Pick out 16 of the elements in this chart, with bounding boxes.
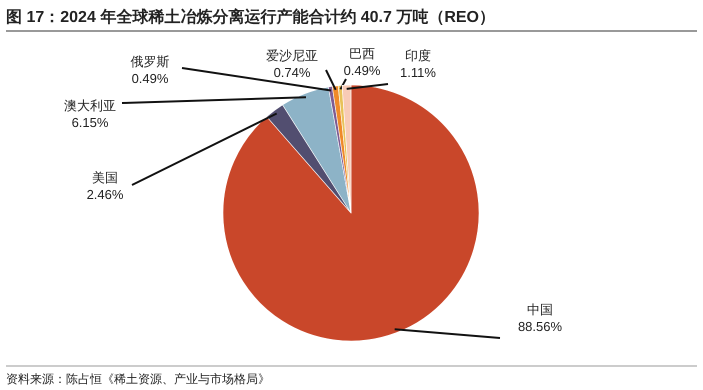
slice-label: 中国 xyxy=(527,302,553,317)
chart-title: 图 17：2024 年全球稀土冶炼分离运行产能合计约 40.7 万吨（REO） xyxy=(6,7,495,26)
slice-label: 澳大利亚 xyxy=(64,98,116,113)
slice-label: 俄罗斯 xyxy=(130,54,170,69)
data-label: 88.56% xyxy=(518,319,562,334)
data-label: 0.74% xyxy=(274,65,311,80)
data-label: 2.46% xyxy=(86,187,124,202)
text: 资料来源：陈占恒《稀土资源、产业与市场格局》 xyxy=(6,372,270,386)
slice-label: 爱沙尼亚 xyxy=(266,48,318,63)
slice-label: 美国 xyxy=(92,170,118,185)
slice-label: 印度 xyxy=(405,48,431,63)
data-label: 0.49% xyxy=(132,71,169,86)
slice-label: 巴西 xyxy=(349,46,375,61)
data-label: 6.15% xyxy=(72,115,109,130)
data-label: 0.49% xyxy=(344,63,381,78)
data-label: 1.11% xyxy=(400,65,436,80)
